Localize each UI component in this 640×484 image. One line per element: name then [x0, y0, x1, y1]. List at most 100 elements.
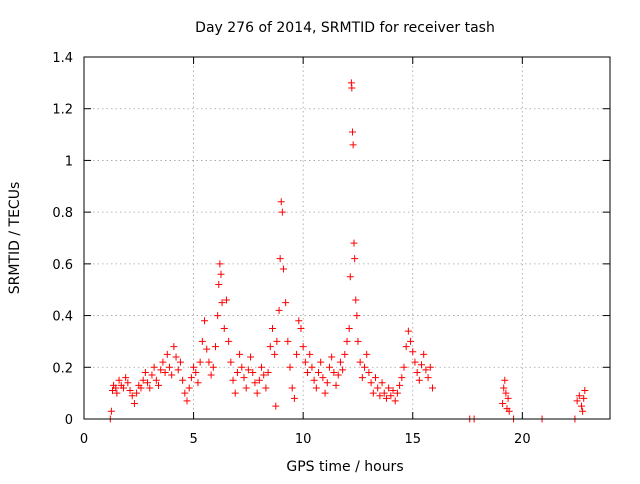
data-point: [251, 379, 259, 387]
data-point: [183, 397, 191, 405]
x-tick-label: 10: [295, 432, 312, 447]
data-point: [315, 368, 323, 376]
data-point: [374, 384, 382, 392]
data-point: [249, 368, 257, 376]
data-point: [133, 389, 141, 397]
data-point: [428, 384, 436, 392]
y-tick-label: 1.4: [52, 51, 73, 66]
data-point: [351, 255, 359, 263]
data-point: [220, 325, 228, 332]
y-tick-label: 0.2: [52, 361, 73, 376]
data-point: [343, 337, 351, 345]
data-point: [330, 368, 338, 376]
data-point: [242, 384, 250, 392]
data-point: [207, 371, 215, 379]
x-axis-label: GPS time / hours: [286, 459, 403, 475]
data-point: [290, 394, 298, 402]
data-point: [304, 368, 312, 376]
data-point: [244, 366, 252, 374]
data-point: [275, 306, 283, 314]
data-point: [345, 325, 353, 332]
data-point: [361, 363, 369, 371]
data-point: [385, 384, 393, 392]
data-point: [119, 384, 127, 392]
data-point: [215, 281, 223, 289]
data-point: [146, 384, 154, 392]
data-point: [150, 363, 158, 371]
data-point: [264, 368, 272, 376]
data-point: [258, 363, 266, 371]
data-point: [308, 363, 316, 371]
y-tick-label: 0.8: [52, 206, 73, 221]
data-point: [217, 270, 225, 278]
x-tick-label: 15: [404, 432, 421, 447]
y-tick-label: 0.4: [52, 310, 73, 325]
data-point: [172, 353, 180, 361]
data-point: [216, 260, 224, 268]
data-point: [400, 363, 408, 371]
data-point: [240, 374, 248, 382]
data-point: [181, 389, 189, 397]
data-point: [282, 299, 290, 307]
data-point: [293, 350, 301, 358]
data-point: [348, 128, 356, 136]
data-point: [365, 368, 373, 376]
data-point: [420, 350, 428, 358]
data-point: [299, 343, 307, 351]
data-point: [409, 348, 417, 356]
data-point: [139, 376, 147, 384]
data-point: [141, 368, 149, 376]
data-point: [170, 343, 178, 351]
data-point: [354, 337, 362, 345]
data-point: [301, 358, 309, 366]
data-point: [581, 387, 589, 395]
data-point: [319, 374, 327, 382]
data-point: [376, 392, 384, 400]
data-point: [122, 374, 130, 382]
data-point: [358, 374, 366, 382]
data-point: [137, 384, 145, 392]
data-point: [407, 337, 415, 345]
data-point: [238, 363, 246, 371]
data-point: [159, 358, 167, 366]
data-point: [271, 350, 279, 358]
data-point: [115, 376, 123, 384]
data-point: [233, 368, 241, 376]
data-point: [168, 371, 176, 379]
data-point: [273, 337, 281, 345]
data-point: [155, 381, 163, 389]
data-point: [505, 407, 513, 415]
data-point: [411, 358, 419, 366]
data-point: [418, 361, 426, 369]
data-point: [176, 358, 184, 366]
data-point: [174, 366, 182, 374]
data-point: [229, 376, 237, 384]
data-point: [328, 353, 336, 361]
data-point: [356, 358, 364, 366]
data-point: [325, 363, 333, 371]
data-point: [396, 381, 404, 389]
data-point: [260, 371, 268, 379]
data-point: [247, 353, 255, 361]
data-point: [124, 379, 132, 387]
data-point: [272, 402, 280, 410]
x-tick-label: 0: [80, 432, 88, 447]
y-tick-label: 1: [65, 154, 73, 169]
data-point: [500, 384, 508, 392]
data-point: [306, 350, 314, 358]
data-point: [253, 389, 261, 397]
data-point: [426, 363, 434, 371]
axis-ticks: 0 0.2 0.4 0.6 0.8 1 1.2 1.4 0 5 10 15 20: [52, 51, 610, 447]
data-point: [350, 239, 358, 247]
data-point: [404, 327, 412, 335]
data-point: [157, 366, 165, 374]
data-point: [194, 379, 202, 387]
plot-frame: [83, 56, 611, 420]
data-point: [422, 366, 430, 374]
chart-title: Day 276 of 2014, SRMTID for receiver tas…: [195, 20, 495, 36]
data-point: [198, 337, 206, 345]
data-point: [201, 317, 209, 325]
data-point: [391, 397, 399, 405]
data-point: [161, 368, 169, 376]
